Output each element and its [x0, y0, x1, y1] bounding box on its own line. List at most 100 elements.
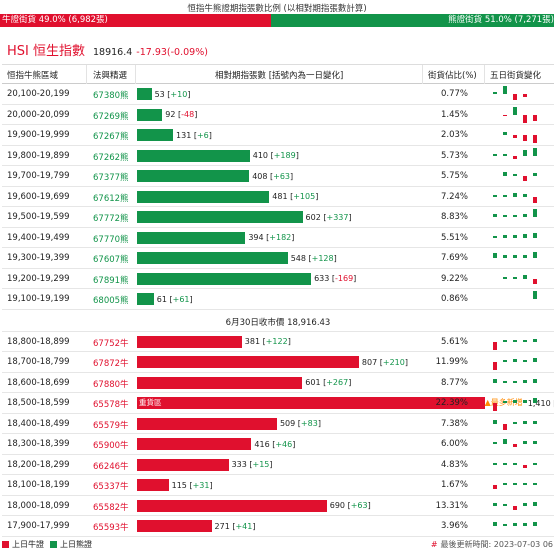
five-day-bar	[493, 253, 497, 258]
product-code-link[interactable]: 67267熊	[93, 132, 129, 142]
five-day-bar	[503, 194, 507, 197]
table-header: 恒指牛熊區域 法興精選 相對期指張數 [括號內為一日變化] 街貨佔比(%) 五日…	[2, 64, 554, 84]
range-cell: 18,500-18,599	[7, 398, 70, 408]
heavy-zone-label: 重貨區	[139, 398, 162, 407]
five-day-bar	[523, 464, 527, 468]
five-day-bar	[533, 398, 537, 403]
share-pct: 8.83%	[440, 212, 468, 222]
five-day-bar	[513, 174, 517, 176]
table-row: 19,500-19,599 67772熊 602 [+337] 8.83%	[2, 207, 554, 228]
table-row: 19,900-19,999 67267熊 131 [+6] 2.03%	[2, 125, 554, 146]
header-pct: 街貨佔比(%)	[428, 71, 477, 81]
product-code-link[interactable]: 67269熊	[93, 111, 129, 122]
bear-ratio-segment: 熊證街貨 51.0% (7,271張)	[271, 14, 554, 27]
share-pct: 7.38%	[440, 418, 468, 429]
contracts-text: 394 [+182]	[248, 233, 295, 242]
product-code-link[interactable]: 65337牛	[93, 482, 129, 492]
product-code-link[interactable]: 68005熊	[93, 296, 129, 306]
contracts-text: 633 [-169]	[314, 274, 357, 283]
table-row: 20,000-20,099 67269熊 92 [-48] 1.45%	[2, 105, 554, 125]
five-day-bar	[523, 135, 527, 141]
range-cell: 20,100-20,199	[7, 89, 70, 99]
product-code-link[interactable]: 67770熊	[93, 234, 129, 245]
contracts-bar	[137, 190, 270, 203]
update-marker-icon: #	[430, 540, 438, 549]
five-day-bar	[503, 215, 507, 217]
contracts-bar-group: 548 [+128]	[137, 252, 337, 264]
product-code-link[interactable]: 66246牛	[93, 461, 129, 472]
five-day-bar	[533, 378, 537, 383]
contracts-delta: +105	[293, 192, 316, 201]
five-day-bar	[513, 339, 517, 342]
five-day-bar	[503, 423, 507, 430]
five-day-bar	[493, 362, 497, 370]
five-day-mini-chart	[493, 86, 527, 100]
five-day-bar	[513, 155, 517, 159]
five-day-mini-chart	[493, 522, 537, 526]
range-cell: 18,100-18,199	[7, 480, 70, 490]
product-code-link[interactable]: 67607熊	[93, 255, 129, 265]
product-code-link[interactable]: 65579牛	[93, 420, 129, 431]
five-day-bar	[493, 485, 497, 489]
contracts-bar	[137, 129, 174, 141]
five-day-mini-chart	[493, 147, 537, 159]
product-code-link[interactable]: 67891熊	[93, 275, 129, 286]
share-pct: 1.45%	[440, 109, 468, 120]
share-pct: 5.75%	[440, 171, 468, 181]
contracts-bar-group: 633 [-169]	[137, 272, 357, 285]
five-day-bar	[523, 274, 527, 279]
five-day-bar	[503, 360, 507, 362]
product-code-link[interactable]: 67872牛	[93, 359, 129, 369]
product-code-link[interactable]: 65582牛	[93, 502, 129, 513]
product-code-link[interactable]: 67380熊	[93, 91, 129, 101]
contracts-bar	[137, 356, 359, 368]
five-day-bar	[493, 92, 497, 94]
five-day-bar	[493, 378, 497, 383]
share-pct: 7.69%	[440, 253, 468, 263]
five-day-mini-chart	[503, 132, 537, 143]
product-code-link[interactable]: 65578牛	[93, 400, 129, 410]
contracts-bar	[137, 252, 288, 264]
five-day-bar	[493, 194, 497, 197]
product-code-link[interactable]: 67752牛	[93, 338, 129, 349]
contracts-count: 1,410	[527, 398, 551, 408]
contracts-bar	[137, 272, 312, 285]
five-day-bar	[503, 276, 507, 279]
five-day-bar	[493, 522, 497, 526]
product-code-link[interactable]: 67262熊	[93, 152, 129, 163]
contracts-bar-group: 807 [+210]	[137, 356, 408, 368]
five-day-mini-chart	[493, 192, 537, 203]
share-pct: 9.22%	[440, 273, 468, 284]
table-row: 18,100-18,199 65337牛 115 [+31] 1.67%	[2, 475, 554, 496]
contracts-bar-group: 690 [+63]	[137, 499, 371, 512]
contracts-count: 807	[361, 357, 378, 367]
header-code: 法興精選	[93, 71, 128, 81]
share-pct: 5.61%	[440, 336, 468, 347]
five-day-bar	[503, 172, 507, 176]
five-day-bar	[513, 380, 517, 383]
product-code-link[interactable]: 67612熊	[93, 193, 129, 204]
table-row: 17,900-17,999 65593牛 271 [+41] 3.96%	[2, 516, 554, 537]
contracts-text: 381 [+122]	[244, 337, 291, 346]
product-code-link[interactable]: 67880牛	[93, 379, 129, 390]
five-day-bar	[503, 86, 507, 94]
index-price: 18916.4	[93, 47, 133, 58]
contracts-bar	[137, 438, 252, 450]
five-day-bar	[523, 149, 527, 156]
product-code-link[interactable]: 67377熊	[93, 173, 129, 183]
five-day-bar	[513, 359, 517, 362]
five-day-bar	[503, 483, 507, 485]
contracts-bar-group: 92 [-48]	[137, 108, 197, 121]
product-code-link[interactable]: 65593牛	[93, 523, 129, 533]
contracts-text: 807 [+210]	[361, 357, 408, 367]
five-day-mini-chart	[493, 232, 537, 238]
five-day-bar	[493, 235, 497, 238]
product-code-link[interactable]: 65900牛	[93, 441, 129, 451]
range-cell: 19,200-19,299	[7, 273, 70, 284]
index-name[interactable]: HSI 恒生指數	[7, 44, 85, 59]
five-day-bar	[513, 192, 517, 197]
contracts-delta: +63	[273, 171, 291, 181]
bull-ratio-segment: 牛證街貨 49.0% (6,982張)	[0, 14, 272, 27]
product-code-link[interactable]: 67772熊	[93, 214, 129, 224]
share-pct: 0.77%	[440, 89, 468, 99]
